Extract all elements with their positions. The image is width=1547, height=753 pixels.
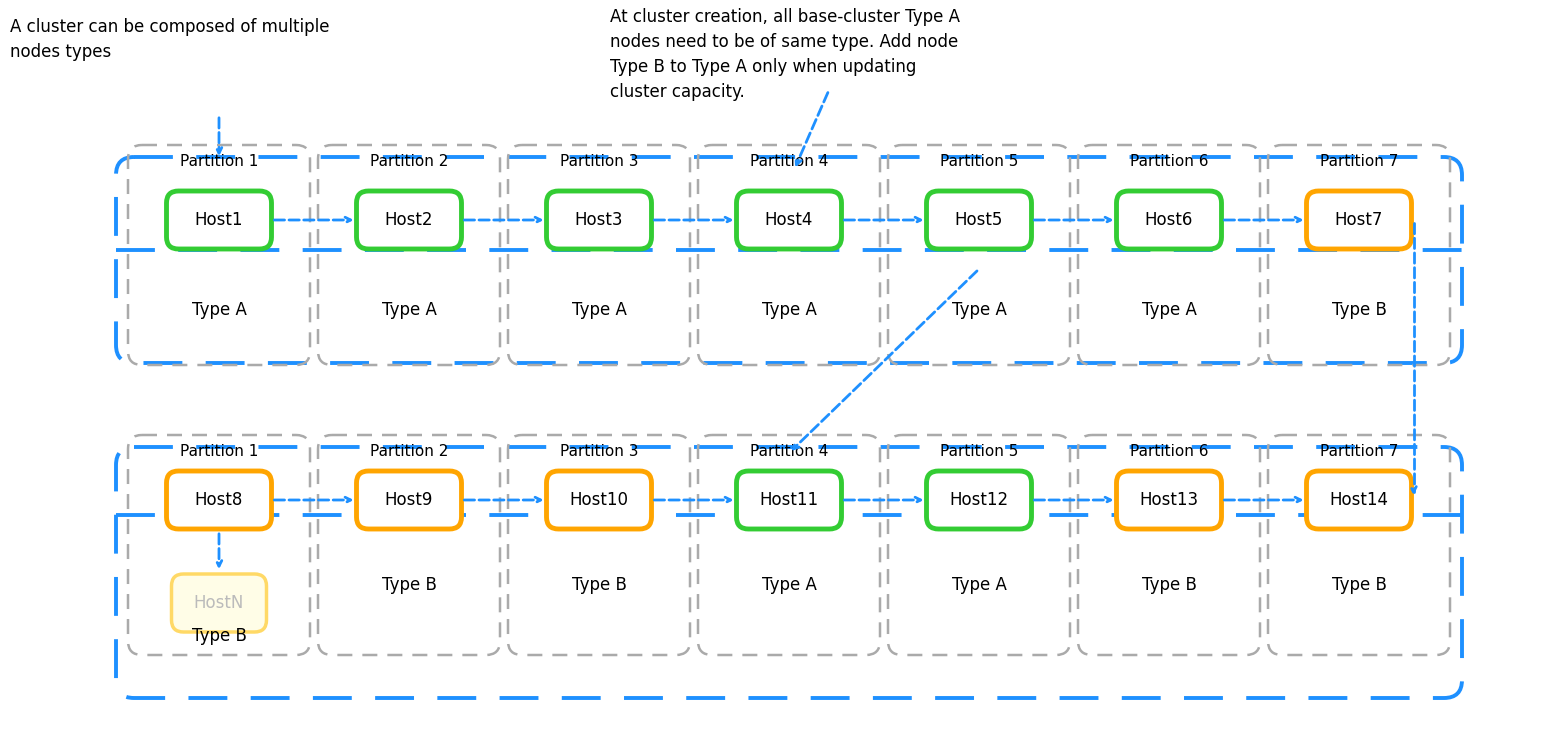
Text: Type B: Type B [1332, 301, 1386, 319]
Text: Partition 7: Partition 7 [1320, 154, 1398, 169]
Text: Type A: Type A [951, 301, 1007, 319]
FancyBboxPatch shape [546, 191, 651, 249]
FancyBboxPatch shape [356, 191, 461, 249]
Text: HostN: HostN [193, 594, 244, 612]
FancyBboxPatch shape [736, 471, 842, 529]
Text: Type A: Type A [192, 301, 246, 319]
Text: Host12: Host12 [950, 491, 1009, 509]
FancyBboxPatch shape [1117, 471, 1222, 529]
Text: Host2: Host2 [385, 211, 433, 229]
FancyBboxPatch shape [736, 191, 842, 249]
Text: Host9: Host9 [385, 491, 433, 509]
Text: Type B: Type B [1142, 576, 1196, 594]
FancyBboxPatch shape [927, 191, 1032, 249]
Text: Partition 2: Partition 2 [370, 444, 449, 459]
Text: Type A: Type A [761, 301, 817, 319]
Text: Type A: Type A [571, 301, 627, 319]
Text: Partition 6: Partition 6 [1129, 444, 1208, 459]
Text: Host5: Host5 [954, 211, 1002, 229]
Text: Partition 7: Partition 7 [1320, 444, 1398, 459]
Text: Host10: Host10 [569, 491, 628, 509]
Text: Host8: Host8 [195, 491, 243, 509]
FancyBboxPatch shape [172, 574, 266, 632]
FancyBboxPatch shape [1117, 191, 1222, 249]
Text: A cluster can be composed of multiple
nodes types: A cluster can be composed of multiple no… [9, 18, 330, 61]
FancyBboxPatch shape [167, 191, 272, 249]
Text: Partition 4: Partition 4 [750, 444, 828, 459]
Text: Partition 1: Partition 1 [179, 444, 258, 459]
Text: Type A: Type A [951, 576, 1007, 594]
Text: Host4: Host4 [764, 211, 814, 229]
Text: At cluster creation, all base-cluster Type A
nodes need to be of same type. Add : At cluster creation, all base-cluster Ty… [610, 8, 961, 101]
Text: Partition 3: Partition 3 [560, 154, 639, 169]
FancyBboxPatch shape [167, 471, 272, 529]
Text: Type B: Type B [571, 576, 627, 594]
Text: Partition 4: Partition 4 [750, 154, 828, 169]
Text: Type B: Type B [1332, 576, 1386, 594]
Text: Host11: Host11 [760, 491, 818, 509]
Text: Partition 5: Partition 5 [941, 444, 1018, 459]
Text: Partition 3: Partition 3 [560, 444, 639, 459]
Text: Type A: Type A [382, 301, 436, 319]
Text: Host6: Host6 [1145, 211, 1193, 229]
Text: Host7: Host7 [1335, 211, 1383, 229]
Text: Type A: Type A [1142, 301, 1196, 319]
Text: Partition 2: Partition 2 [370, 154, 449, 169]
FancyBboxPatch shape [1307, 471, 1411, 529]
Text: Type B: Type B [192, 627, 246, 645]
FancyBboxPatch shape [927, 471, 1032, 529]
Text: Partition 6: Partition 6 [1129, 154, 1208, 169]
Text: Type B: Type B [382, 576, 436, 594]
Text: Type A: Type A [761, 576, 817, 594]
Text: Partition 1: Partition 1 [179, 154, 258, 169]
Text: Partition 5: Partition 5 [941, 154, 1018, 169]
Text: Host1: Host1 [195, 211, 243, 229]
FancyBboxPatch shape [546, 471, 651, 529]
Text: Host3: Host3 [575, 211, 623, 229]
FancyBboxPatch shape [1307, 191, 1411, 249]
Text: Host13: Host13 [1140, 491, 1199, 509]
FancyBboxPatch shape [356, 471, 461, 529]
Text: Host14: Host14 [1329, 491, 1389, 509]
